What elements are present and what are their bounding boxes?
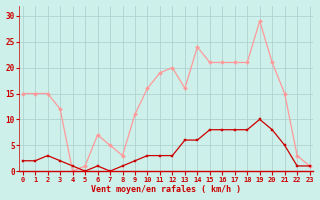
X-axis label: Vent moyen/en rafales ( km/h ): Vent moyen/en rafales ( km/h ) (91, 185, 241, 194)
